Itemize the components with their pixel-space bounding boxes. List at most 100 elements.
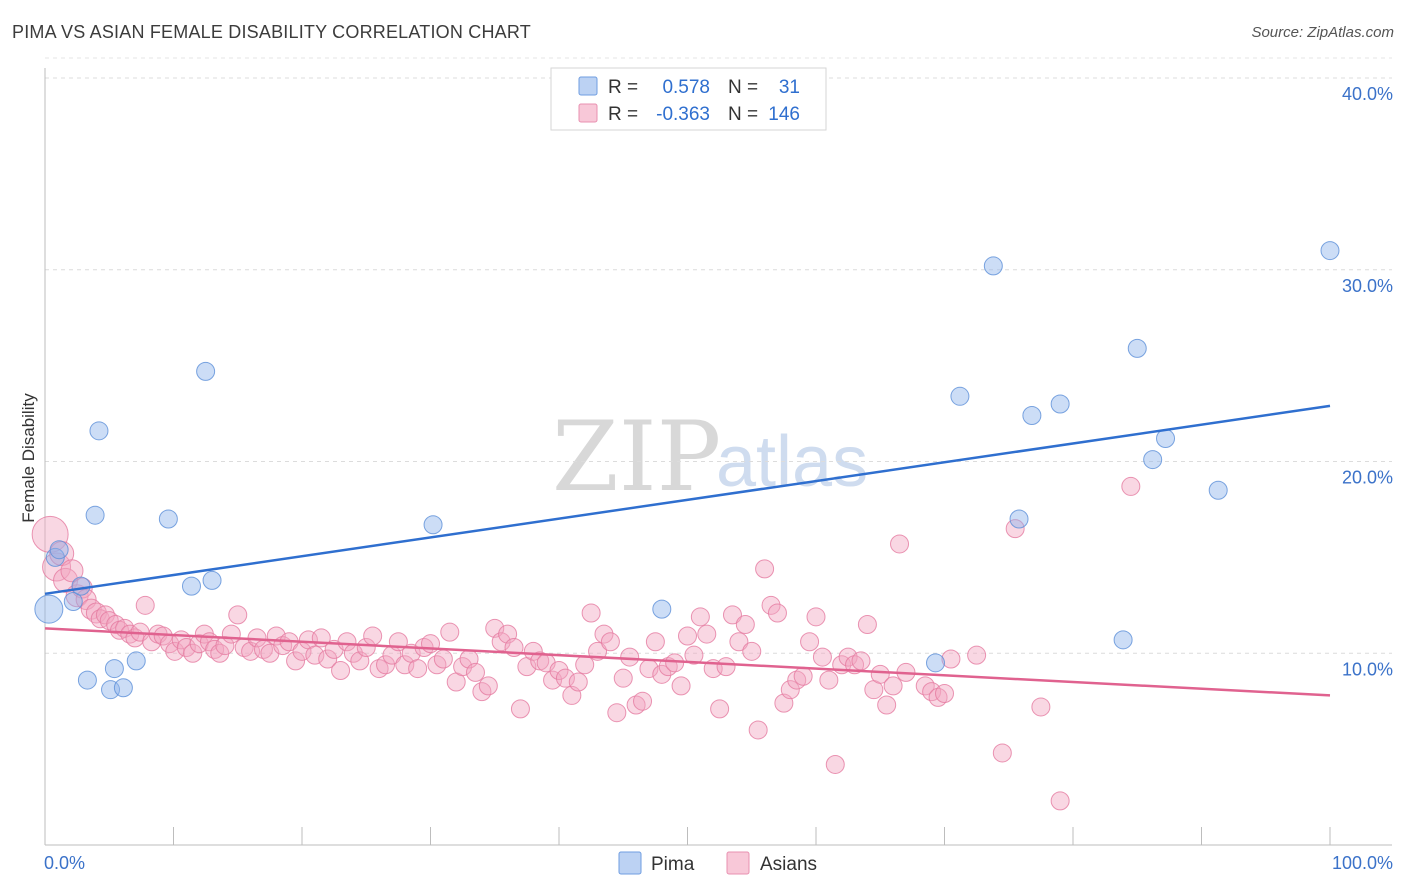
- pima-point-20: [983, 256, 1003, 276]
- asians-point-70: [453, 657, 473, 677]
- asians-point-49: [318, 649, 338, 669]
- pima-point-3: [63, 591, 83, 611]
- pima-point-9: [104, 659, 124, 679]
- x-tick-label-1: 100.0%: [1332, 853, 1393, 873]
- asians-point-138: [890, 534, 910, 554]
- asians-point-92: [594, 624, 614, 644]
- asians-point-108: [697, 624, 717, 644]
- pima-point-11: [126, 651, 146, 671]
- asians-point-126: [812, 647, 832, 667]
- y-tick-label-1: 20.0%: [1342, 468, 1393, 488]
- asians-point-143: [935, 684, 954, 704]
- chart-title: PIMA VS ASIAN FEMALE DISABILITY CORRELAT…: [12, 22, 531, 42]
- legend-n-value-pima: 31: [779, 77, 800, 98]
- pima-point-5: [77, 670, 97, 690]
- pima-point-17: [652, 599, 672, 619]
- asians-point-124: [800, 632, 820, 652]
- bottom-legend-label-pima: Pima: [651, 854, 695, 875]
- asians-point-144: [941, 649, 961, 669]
- legend-n-value-asians: 146: [768, 104, 800, 125]
- asians-point-4: [60, 559, 84, 583]
- asians-point-19: [135, 595, 155, 615]
- asians-point-107: [690, 607, 710, 627]
- asians-point-103: [665, 653, 685, 673]
- series-legend: Pima Asians: [618, 851, 817, 875]
- asians-point-82: [530, 651, 550, 671]
- asians-point-93: [600, 632, 620, 652]
- asians-point-112: [722, 605, 742, 625]
- asians-point-149: [1050, 791, 1070, 811]
- pima-point-13: [181, 576, 201, 596]
- asians-point-133: [857, 614, 877, 634]
- asians-point-136: [877, 695, 897, 715]
- asians-point-63: [408, 659, 428, 679]
- pima-point-23: [1050, 394, 1070, 414]
- pima-point-0: [34, 594, 64, 624]
- asians-point-118: [761, 595, 781, 615]
- legend-swatch-pima: [578, 76, 598, 96]
- asians-point-79: [510, 699, 530, 719]
- pima-point-28: [1208, 480, 1228, 500]
- y-axis-label: Female Disability: [19, 393, 38, 523]
- asians-point-115: [742, 641, 762, 661]
- pima-point-4: [71, 576, 91, 596]
- axes: [44, 68, 1392, 846]
- pima-point-18: [926, 653, 946, 673]
- pima-point-14: [196, 361, 216, 381]
- asians-point-147: [1005, 519, 1025, 539]
- pima-point-15: [202, 570, 222, 590]
- pima-point-16: [423, 515, 443, 535]
- pima-point-29: [1320, 241, 1340, 261]
- asians-point-123: [793, 666, 813, 686]
- pima-point-19: [950, 386, 970, 406]
- asians-point-132: [851, 651, 871, 671]
- legend-n-label-asians: N =: [728, 104, 758, 125]
- asians-point-74: [478, 676, 498, 696]
- source-credit: Source: ZipAtlas.com: [1251, 24, 1394, 41]
- asians-point-137: [883, 676, 903, 696]
- asians-point-119: [767, 603, 787, 623]
- series-asians: [31, 476, 1141, 811]
- asians-point-95: [613, 668, 633, 688]
- asians-point-150: [1121, 476, 1141, 496]
- y-tick-labels: 10.0% 20.0% 30.0% 40.0%: [1342, 84, 1393, 679]
- asians-point-89: [575, 655, 595, 675]
- asians-point-88: [568, 672, 588, 692]
- bottom-legend-swatch-pima: [618, 851, 642, 875]
- trend-lines: [44, 404, 1331, 697]
- x-tick-label-0: 0.0%: [44, 853, 85, 873]
- asians-point-96: [620, 647, 640, 667]
- asians-point-146: [992, 743, 1012, 763]
- asians-point-44: [286, 651, 306, 671]
- pima-point-12: [158, 509, 178, 529]
- pima-point-22: [1022, 405, 1042, 425]
- legend-r-value-asians: -0.363: [656, 104, 710, 125]
- asians-point-56: [363, 626, 383, 646]
- legend-r-label-asians: R =: [608, 104, 638, 125]
- asians-point-130: [838, 647, 858, 667]
- legend-n-label-pima: N =: [728, 77, 758, 98]
- y-tick-label-0: 10.0%: [1342, 659, 1393, 679]
- pima-point-26: [1143, 450, 1163, 470]
- pima-point-2: [49, 540, 69, 560]
- asians-point-106: [684, 645, 704, 665]
- asians-point-117: [755, 559, 775, 579]
- pima-point-7: [89, 421, 109, 441]
- asians-point-58: [376, 655, 396, 675]
- asians-point-110: [710, 699, 730, 719]
- asians-point-68: [440, 622, 460, 642]
- asians-point-98: [633, 691, 653, 711]
- asians-point-47: [305, 645, 325, 665]
- y-tick-label-3: 40.0%: [1342, 84, 1393, 104]
- asians-point-105: [678, 626, 697, 646]
- legend-swatch-asians: [578, 103, 598, 123]
- asians-point-113: [729, 632, 749, 652]
- pima-trend-line: [44, 404, 1331, 596]
- asians-point-85: [549, 661, 569, 681]
- asians-point-111: [716, 657, 736, 677]
- asians-point-67: [433, 649, 453, 669]
- asians-trend-line: [44, 627, 1331, 697]
- asians-point-76: [491, 632, 511, 652]
- asians-point-35: [228, 605, 248, 625]
